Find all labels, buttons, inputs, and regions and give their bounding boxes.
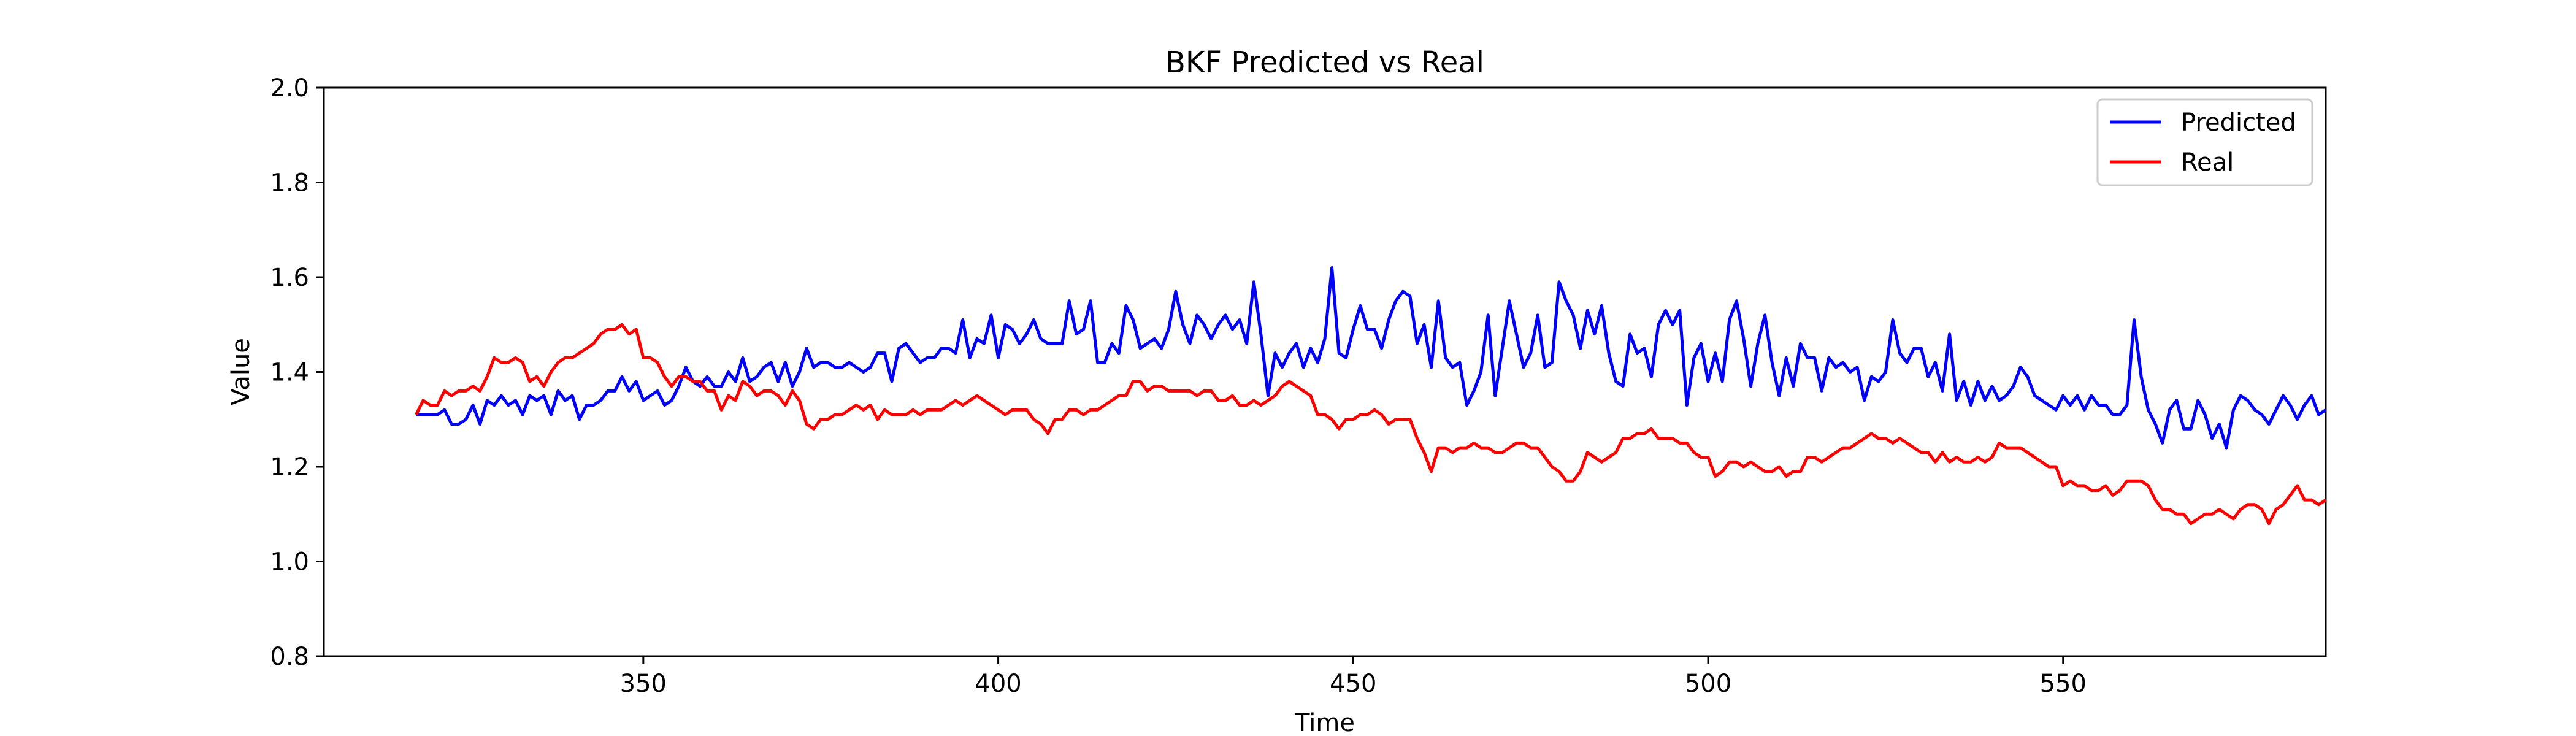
x-axis-label: Time (1294, 709, 1355, 736)
y-tick-label: 1.6 (270, 264, 309, 292)
y-tick-label: 1.8 (270, 169, 309, 197)
y-tick-label: 1.2 (270, 453, 309, 481)
x-tick-label: 350 (620, 670, 667, 698)
y-tick-label: 0.8 (270, 643, 309, 671)
legend-label-real: Real (2181, 148, 2234, 177)
y-tick-label: 1.4 (270, 359, 309, 387)
x-tick-label: 550 (2040, 670, 2087, 698)
legend-label-predicted: Predicted (2181, 109, 2296, 137)
chart-title: BKF Predicted vs Real (1165, 45, 1484, 80)
legend: Predicted Real (2096, 98, 2313, 186)
x-tick-label: 450 (1330, 670, 1376, 698)
plot-area (323, 86, 2327, 657)
axes-layer: 350 400 450 500 550 0.8 1.0 1.2 1.4 1.6 1.8 2.0 (270, 74, 2087, 698)
series-line-real (415, 323, 2327, 526)
plot-frame (323, 86, 2327, 657)
x-tick-label: 500 (1685, 670, 1731, 698)
series-line-predicted (416, 266, 2327, 450)
y-tick-label: 2.0 (270, 74, 309, 102)
series-layer (415, 266, 2327, 526)
x-tick-label: 400 (975, 670, 1021, 698)
y-tick-label: 1.0 (270, 548, 309, 577)
y-axis-label: Value (227, 338, 255, 405)
